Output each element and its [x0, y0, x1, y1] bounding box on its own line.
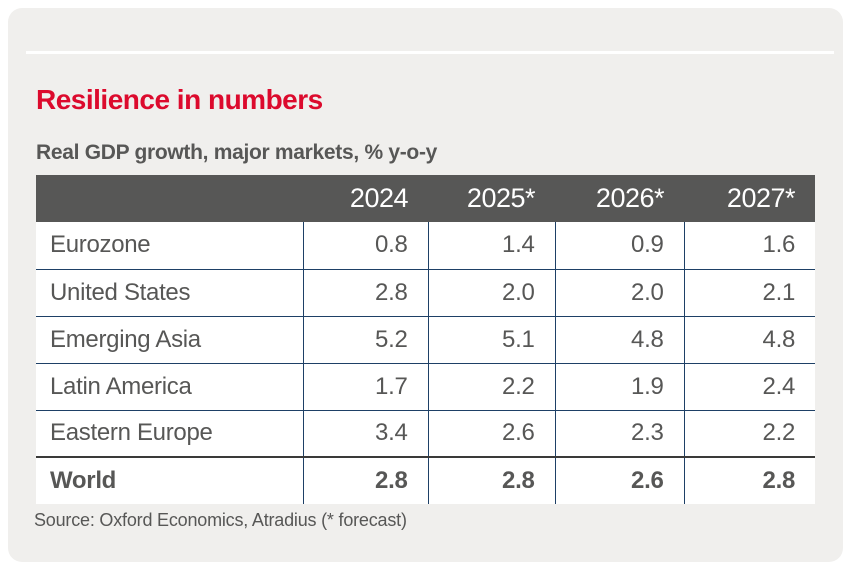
header-cell-2024: 2024	[303, 175, 428, 222]
value-cell: 1.7	[302, 362, 428, 410]
value-cell: 5.2	[302, 315, 428, 363]
value-cell: 1.6	[683, 222, 815, 269]
value-cell: 2.2	[683, 409, 815, 457]
table-row-united-states: United States 2.8 2.0 2.0 2.1	[36, 268, 815, 316]
value-cell: 2.8	[302, 268, 428, 316]
value-cell: 2.0	[427, 268, 555, 316]
value-cell: 2.8	[683, 456, 815, 504]
header-cell-2027: 2027*	[684, 175, 815, 222]
value-cell: 2.6	[554, 456, 684, 504]
value-cell: 1.9	[554, 362, 684, 410]
value-cell: 2.1	[683, 268, 815, 316]
source-note: Source: Oxford Economics, Atradius (* fo…	[34, 510, 407, 530]
value-cell: 3.4	[302, 409, 428, 457]
value-cell: 2.8	[302, 456, 428, 504]
row-label: Latin America	[36, 362, 303, 410]
value-cell: 5.1	[427, 315, 555, 363]
content-card: Resilience in numbers Real GDP growth, m…	[8, 8, 843, 562]
table-subtitle: Real GDP growth, major markets, % y-o-y	[36, 141, 438, 164]
table-row-eurozone: Eurozone 0.8 1.4 0.9 1.6	[36, 222, 815, 269]
value-cell: 0.9	[554, 222, 684, 269]
header-cell-2026: 2026*	[555, 175, 684, 222]
value-cell: 4.8	[683, 315, 815, 363]
value-cell: 2.8	[427, 456, 555, 504]
divider-line	[26, 51, 834, 54]
row-label: United States	[36, 268, 303, 316]
row-label: World	[36, 456, 303, 504]
table-row-emerging-asia: Emerging Asia 5.2 5.1 4.8 4.8	[36, 315, 815, 363]
value-cell: 2.2	[427, 362, 555, 410]
value-cell: 4.8	[554, 315, 684, 363]
page-title: Resilience in numbers	[36, 84, 323, 115]
value-cell: 0.8	[302, 222, 428, 269]
table-row-latin-america: Latin America 1.7 2.2 1.9 2.4	[36, 362, 815, 410]
table-header-row: 2024 2025* 2026* 2027*	[36, 175, 815, 222]
value-cell: 2.6	[427, 409, 555, 457]
header-cell-empty	[36, 175, 303, 222]
value-cell: 2.4	[683, 362, 815, 410]
value-cell: 2.0	[554, 268, 684, 316]
value-cell: 2.3	[554, 409, 684, 457]
gdp-growth-table: 2024 2025* 2026* 2027* Eurozone 0.8 1.4 …	[36, 175, 815, 504]
table-row-world: World 2.8 2.8 2.6 2.8	[36, 456, 815, 504]
header-cell-2025: 2025*	[428, 175, 555, 222]
value-cell: 1.4	[427, 222, 555, 269]
table-row-eastern-europe: Eastern Europe 3.4 2.6 2.3 2.2	[36, 409, 815, 457]
row-label: Eastern Europe	[36, 409, 303, 457]
row-label: Emerging Asia	[36, 315, 303, 363]
row-label: Eurozone	[36, 222, 303, 269]
